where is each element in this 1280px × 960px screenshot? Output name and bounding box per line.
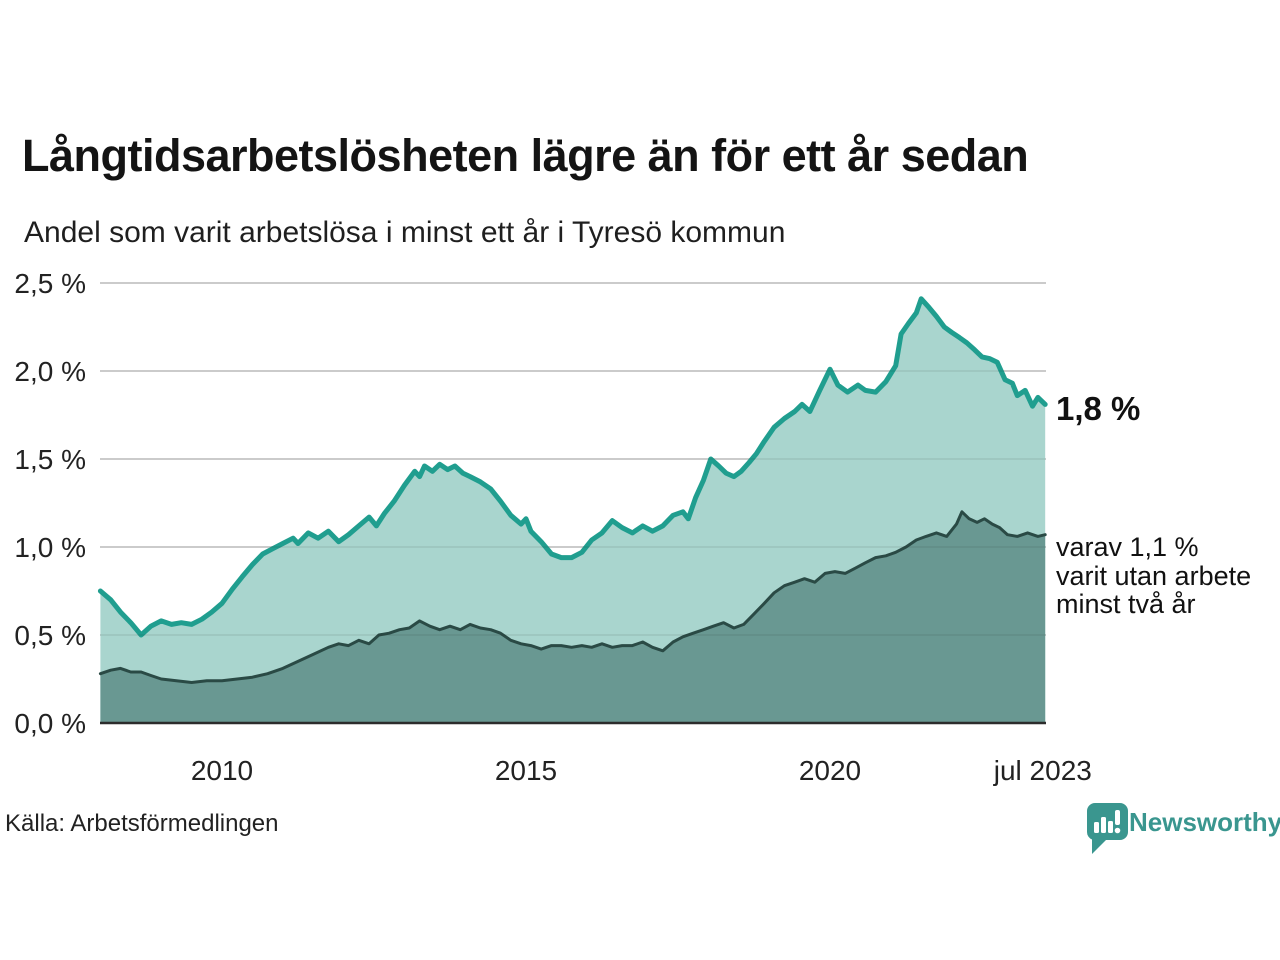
x-tick-label: 2015: [495, 755, 557, 786]
page-title: Långtidsarbetslösheten lägre än för ett …: [22, 130, 1029, 181]
secondary-annotation-line3: minst två år: [1056, 589, 1196, 619]
series-line-2: [98, 510, 1047, 684]
series-area-2: [100, 511, 1046, 723]
latest-value-annotation: 1,8 %: [1056, 390, 1141, 427]
x-tick-label: jul 2023: [993, 755, 1092, 786]
y-tick-label: 2,5 %: [14, 268, 86, 299]
secondary-annotation-line1: varav 1,1 %: [1056, 532, 1199, 562]
source-credit: Källa: Arbetsförmedlingen: [5, 810, 279, 837]
y-tick-label: 0,5 %: [14, 620, 86, 651]
newsworthy-logo-text: Newsworthy: [1129, 807, 1280, 837]
chart-subtitle: Andel som varit arbetslösa i minst ett å…: [24, 216, 786, 249]
secondary-annotation-line2: varit utan arbete: [1056, 560, 1252, 591]
x-tick-label: 2010: [191, 755, 253, 786]
secondary-value-annotation: varav 1,1 % varit utan arbete minst två …: [1056, 533, 1251, 619]
newsworthy-logo-icon: [1086, 803, 1128, 854]
x-tick-label: 2020: [799, 755, 861, 786]
logo-bubble-shape: [1086, 803, 1128, 854]
series-line-1: [97, 296, 1048, 638]
y-tick-label: 1,5 %: [14, 444, 86, 475]
y-tick-label: 0,0 %: [14, 708, 86, 739]
y-tick-label: 1,0 %: [14, 532, 86, 563]
y-tick-label: 2,0 %: [14, 356, 86, 387]
